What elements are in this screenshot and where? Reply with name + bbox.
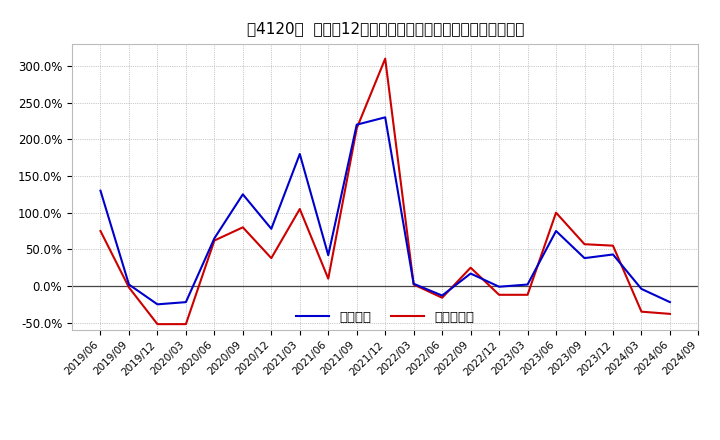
経常利益	[580, 256, 589, 261]
当期純利益	[580, 242, 589, 247]
当期純利益	[495, 292, 503, 297]
経常利益	[153, 302, 162, 307]
経常利益	[181, 300, 190, 305]
当期純利益	[295, 206, 304, 212]
経常利益	[438, 293, 446, 298]
当期純利益	[467, 265, 475, 270]
当期純利益	[410, 282, 418, 287]
経常利益	[324, 253, 333, 258]
当期純利益	[238, 225, 247, 230]
当期純利益	[267, 256, 276, 261]
経常利益	[238, 192, 247, 197]
経常利益	[552, 228, 560, 234]
経常利益	[467, 271, 475, 276]
経常利益	[495, 284, 503, 290]
経常利益	[125, 282, 133, 287]
当期純利益	[552, 210, 560, 215]
当期純利益	[125, 285, 133, 290]
当期純利益	[608, 243, 617, 248]
当期純利益	[210, 238, 219, 243]
当期純利益	[381, 56, 390, 61]
経常利益	[96, 188, 105, 193]
当期純利益	[181, 322, 190, 327]
経常利益	[295, 151, 304, 157]
当期純利益	[523, 292, 532, 297]
経常利益	[665, 300, 674, 305]
当期純利益	[96, 228, 105, 234]
当期純利益	[637, 309, 646, 314]
Title: ［4120］  利益の12か月移動合計の対前年同期増減率の推移: ［4120］ 利益の12か月移動合計の対前年同期増減率の推移	[246, 21, 524, 36]
当期純利益	[352, 126, 361, 131]
経常利益	[381, 115, 390, 120]
Line: 経常利益: 経常利益	[101, 117, 670, 304]
経常利益	[608, 252, 617, 257]
経常利益	[410, 281, 418, 286]
経常利益	[267, 226, 276, 231]
経常利益	[637, 286, 646, 292]
Line: 当期純利益: 当期純利益	[101, 59, 670, 324]
当期純利益	[665, 311, 674, 316]
当期純利益	[153, 322, 162, 327]
当期純利益	[324, 276, 333, 281]
経常利益	[210, 236, 219, 241]
当期純利益	[438, 295, 446, 301]
Legend: 経常利益, 当期純利益: 経常利益, 当期純利益	[290, 305, 480, 329]
経常利益	[523, 282, 532, 287]
経常利益	[352, 122, 361, 127]
